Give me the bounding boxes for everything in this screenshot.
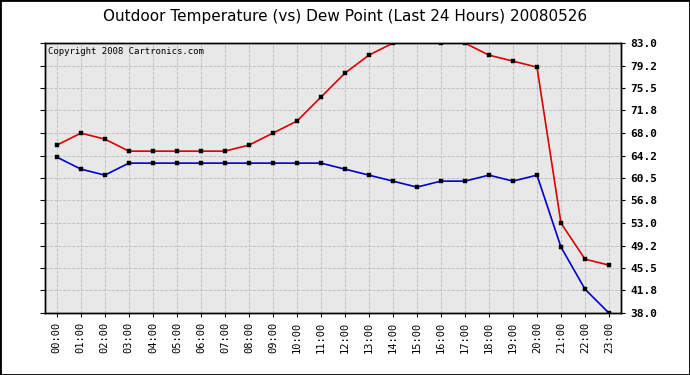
Text: Copyright 2008 Cartronics.com: Copyright 2008 Cartronics.com (48, 47, 204, 56)
Text: Outdoor Temperature (vs) Dew Point (Last 24 Hours) 20080526: Outdoor Temperature (vs) Dew Point (Last… (103, 9, 587, 24)
